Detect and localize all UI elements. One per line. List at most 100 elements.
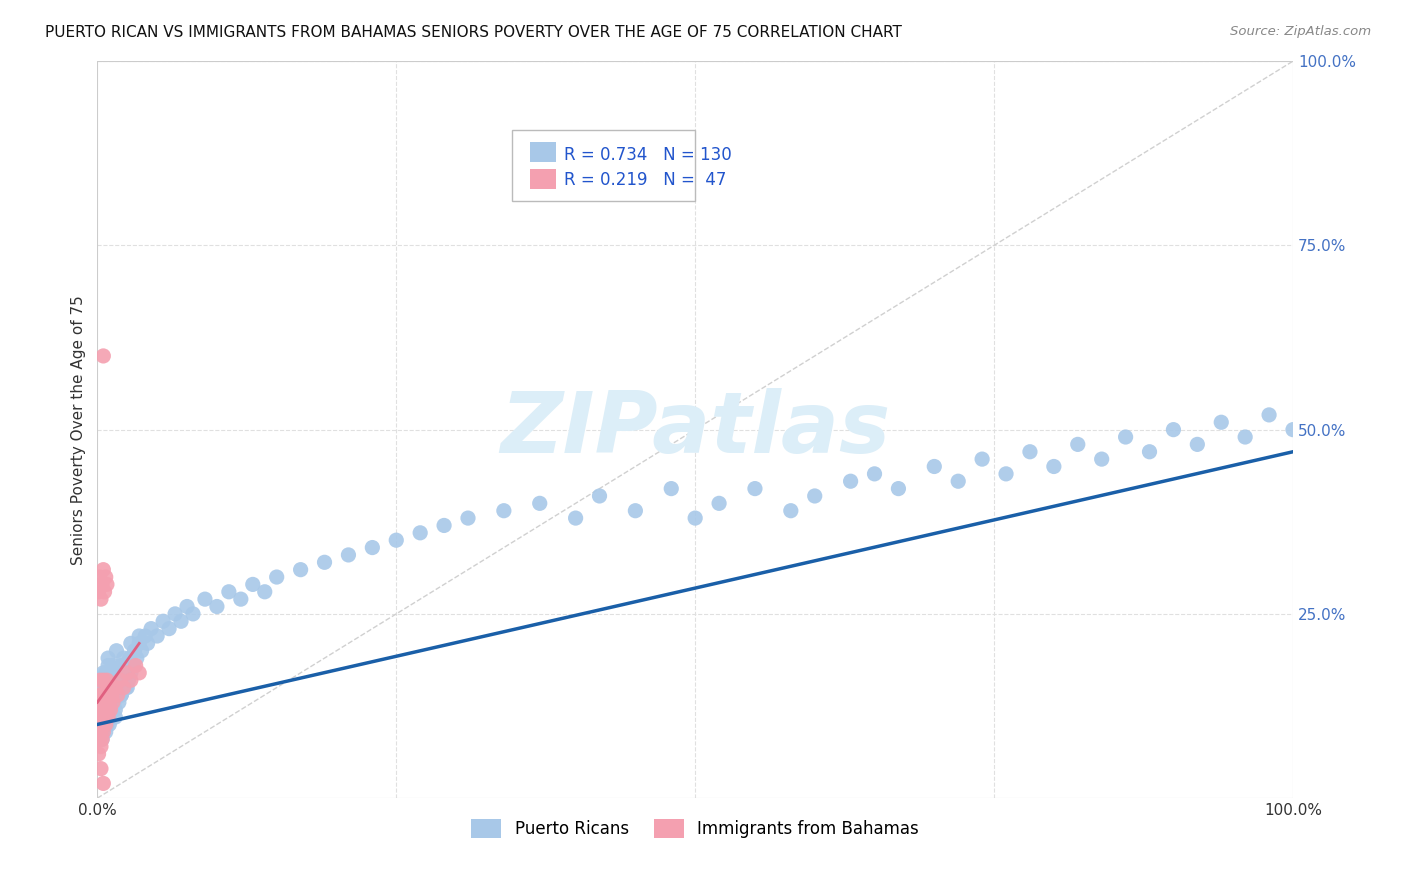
Point <box>90 695 112 709</box>
Point <box>108 695 131 709</box>
Point <box>122 658 145 673</box>
Point <box>94 665 117 680</box>
Point <box>100 703 122 717</box>
Point <box>103 673 125 688</box>
Point <box>104 681 127 695</box>
Point <box>91 724 114 739</box>
Point <box>91 710 114 724</box>
Point <box>108 665 131 680</box>
Point <box>96 710 118 724</box>
Text: R = 0.219   N =  47: R = 0.219 N = 47 <box>564 170 727 188</box>
Point <box>96 695 118 709</box>
Point <box>108 681 131 695</box>
Point <box>90 592 112 607</box>
Point <box>114 665 136 680</box>
Text: PUERTO RICAN VS IMMIGRANTS FROM BAHAMAS SENIORS POVERTY OVER THE AGE OF 75 CORRE: PUERTO RICAN VS IMMIGRANTS FROM BAHAMAS … <box>45 25 901 40</box>
Point <box>125 651 148 665</box>
Point <box>120 673 142 688</box>
Point <box>91 665 114 680</box>
Point <box>131 644 153 658</box>
Point <box>94 703 117 717</box>
Point <box>1067 437 1090 451</box>
Point <box>779 504 801 518</box>
Point <box>253 584 276 599</box>
Point <box>361 541 384 555</box>
Point <box>624 504 647 518</box>
Point <box>91 732 114 747</box>
Point <box>94 688 117 702</box>
Point <box>103 695 125 709</box>
Point <box>117 673 139 688</box>
Point <box>111 681 134 695</box>
Point <box>87 732 110 747</box>
Point <box>128 636 150 650</box>
Point <box>100 695 122 709</box>
Point <box>100 703 122 717</box>
Point <box>136 636 159 650</box>
Point <box>96 673 118 688</box>
Point <box>229 592 252 607</box>
Point <box>89 673 111 688</box>
Point <box>94 717 117 731</box>
Point <box>803 489 825 503</box>
Point <box>91 703 114 717</box>
Point <box>98 665 121 680</box>
Point <box>104 681 127 695</box>
Point <box>108 673 131 688</box>
Legend: Puerto Ricans, Immigrants from Bahamas: Puerto Ricans, Immigrants from Bahamas <box>465 813 925 845</box>
Point <box>98 710 121 724</box>
Point <box>120 636 142 650</box>
Point <box>529 496 551 510</box>
Point <box>205 599 228 614</box>
Point <box>94 724 117 739</box>
Point <box>863 467 886 481</box>
Point <box>98 688 121 702</box>
Point <box>115 681 138 695</box>
Point <box>995 467 1018 481</box>
Point <box>93 710 115 724</box>
Point <box>152 614 174 628</box>
Point <box>108 665 131 680</box>
Text: R = 0.734   N = 130: R = 0.734 N = 130 <box>564 146 731 164</box>
Point <box>101 688 124 702</box>
Point <box>91 695 114 709</box>
Point <box>87 747 110 761</box>
Point <box>89 688 111 702</box>
Point <box>100 681 122 695</box>
Point <box>118 651 141 665</box>
Point <box>385 533 408 548</box>
Point <box>87 703 110 717</box>
Point <box>194 592 217 607</box>
Point <box>839 474 862 488</box>
Point <box>266 570 288 584</box>
Point <box>91 732 114 747</box>
Point <box>91 349 114 363</box>
Text: ZIPatlas: ZIPatlas <box>501 388 890 471</box>
Point <box>409 525 432 540</box>
Point <box>134 629 156 643</box>
Point <box>128 665 150 680</box>
Point <box>683 511 706 525</box>
Point <box>90 724 112 739</box>
Point <box>91 563 114 577</box>
Point <box>165 607 187 621</box>
Point <box>1163 423 1185 437</box>
Point <box>744 482 766 496</box>
Point <box>93 703 115 717</box>
Point <box>115 681 138 695</box>
Point <box>1187 437 1209 451</box>
Point <box>91 688 114 702</box>
Point <box>924 459 946 474</box>
Point <box>91 577 114 591</box>
Point <box>97 681 120 695</box>
Point <box>91 724 114 739</box>
Point <box>972 452 994 467</box>
Point <box>97 651 120 665</box>
Point <box>91 776 114 790</box>
Point <box>96 577 118 591</box>
Point <box>96 673 118 688</box>
Point <box>170 614 193 628</box>
Point <box>93 695 115 709</box>
Point <box>112 673 135 688</box>
Point <box>290 563 312 577</box>
